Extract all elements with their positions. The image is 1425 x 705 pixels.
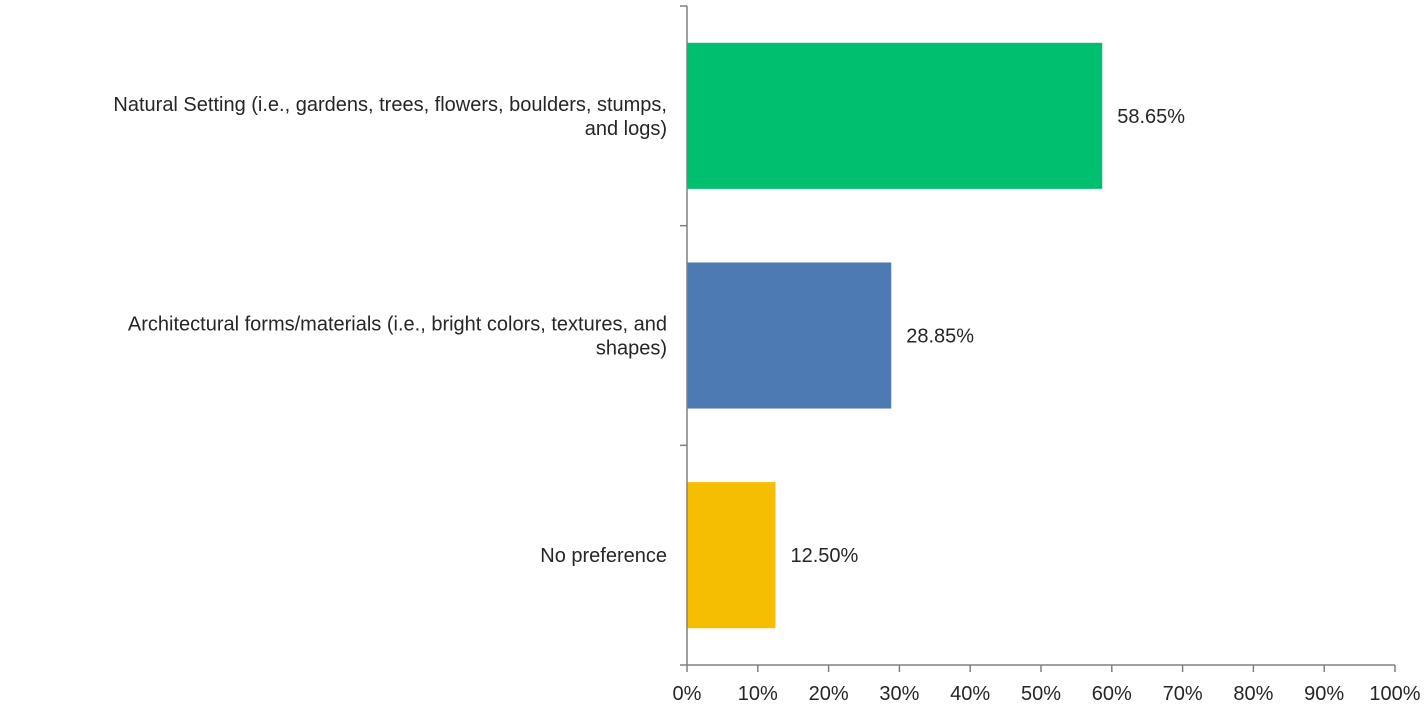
- category-label-0-line-0: Natural Setting (i.e., gardens, trees, f…: [113, 94, 667, 116]
- x-tick-label-2: 20%: [809, 683, 849, 705]
- x-tick-label-8: 80%: [1233, 683, 1273, 705]
- x-tick-label-6: 60%: [1092, 683, 1132, 705]
- x-tick-label-10: 100%: [1369, 683, 1420, 705]
- x-tick-label-1: 10%: [738, 683, 778, 705]
- x-tick-label-3: 30%: [879, 683, 919, 705]
- category-label-2: No preference: [540, 545, 667, 567]
- labels-layer: 58.65% Natural Setting (i.e., gardens, tr…: [113, 94, 1420, 705]
- bar-0: [687, 42, 1103, 189]
- x-tick-label-9: 90%: [1304, 683, 1344, 705]
- category-label-1-line-0: Architectural forms/materials (i.e., bri…: [128, 314, 667, 336]
- x-tick-label-7: 70%: [1163, 683, 1203, 705]
- category-label-1-line-1: shapes): [596, 338, 667, 360]
- category-label-1: Architectural forms/materials (i.e., bri…: [128, 314, 667, 360]
- category-label-0-line-1: and logs): [585, 118, 667, 140]
- x-tick-label-0: 0%: [673, 683, 702, 705]
- category-label-0: Natural Setting (i.e., gardens, trees, f…: [113, 94, 667, 140]
- data-label-1: 28.85%: [906, 326, 974, 348]
- category-label-2-line-0: No preference: [540, 545, 667, 567]
- bar-2: [687, 482, 776, 629]
- data-label-0: 58.65%: [1117, 106, 1185, 128]
- bars-layer: [687, 42, 1103, 629]
- x-tick-label-5: 50%: [1021, 683, 1061, 705]
- x-tick-label-4: 40%: [950, 683, 990, 705]
- data-label-2: 12.50%: [791, 545, 859, 567]
- bar-1: [687, 262, 892, 409]
- axes-layer: [680, 5, 1396, 672]
